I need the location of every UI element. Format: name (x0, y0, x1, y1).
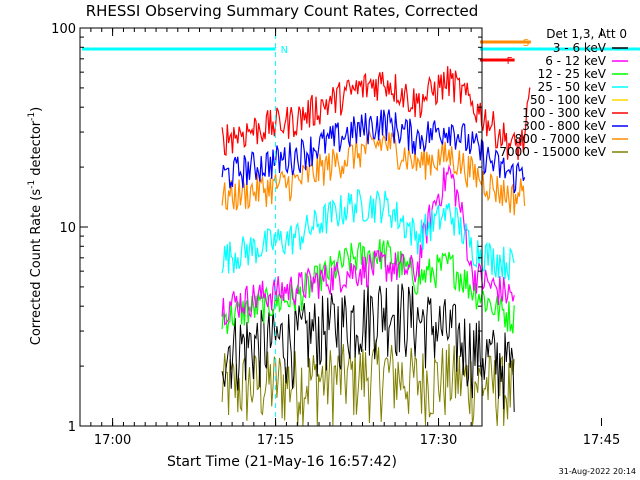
axes-layer: 17:0017:1517:3017:4518:0018:1518:3011010… (51, 22, 620, 448)
y-label-sup1: -1 (27, 180, 37, 189)
series-300-800-kev (221, 109, 526, 194)
series-12-25-kev (221, 239, 515, 334)
footer-timestamp: 31-Aug-2022 20:14 (559, 467, 636, 476)
x-tick-label: 17:45 (583, 433, 620, 448)
legend-label: 6 - 12 keV (545, 54, 607, 68)
y-label-mid: detector (29, 120, 44, 180)
y-tick-label: 1 (68, 420, 76, 435)
y-label-post: ) (29, 107, 44, 112)
plot-frame (79, 27, 483, 427)
x-tick-label: 17:15 (257, 433, 294, 448)
legend-label: 800 - 7000 keV (515, 132, 607, 146)
series-100-300-kev (221, 66, 531, 160)
series-7000-15000-kev (221, 339, 515, 427)
annotation-label-f: F (507, 56, 513, 67)
legend-label: 7000 - 15000 keV (499, 145, 606, 159)
annotation-label-s: S (523, 38, 529, 49)
series-25-50-kev (221, 189, 515, 281)
chart-title: RHESSI Observing Summary Count Rates, Co… (86, 2, 479, 20)
x-axis-label: Start Time (21-May-16 16:57:42) (167, 454, 397, 470)
svg-text:Corrected Count Rate (s-1 dete: Corrected Count Rate (s-1 detector-1) (27, 107, 44, 345)
annotation-label-n: N (281, 45, 288, 56)
series-layer (221, 66, 531, 427)
legend-title: Det 1,3, Att 0 (546, 27, 627, 41)
legend-label: 12 - 25 keV (538, 67, 607, 81)
x-tick-label: 17:30 (420, 433, 457, 448)
x-tick-label: 17:00 (94, 433, 131, 448)
y-label-sup2: -1 (27, 112, 37, 121)
legend-label: 100 - 300 keV (522, 106, 606, 120)
legend-label: 300 - 800 keV (522, 119, 606, 133)
y-tick-label: 10 (59, 221, 76, 236)
y-label-pre: Corrected Count Rate (s (29, 189, 44, 346)
legend-label: 50 - 100 keV (530, 93, 607, 107)
legend-label: 3 - 6 keV (553, 41, 607, 55)
annotation-layer: N FS (82, 34, 640, 426)
y-axis-label: Corrected Count Rate (s-1 detector-1) (27, 107, 44, 345)
legend-label: 25 - 50 keV (538, 80, 607, 94)
y-tick-label: 100 (51, 22, 76, 37)
